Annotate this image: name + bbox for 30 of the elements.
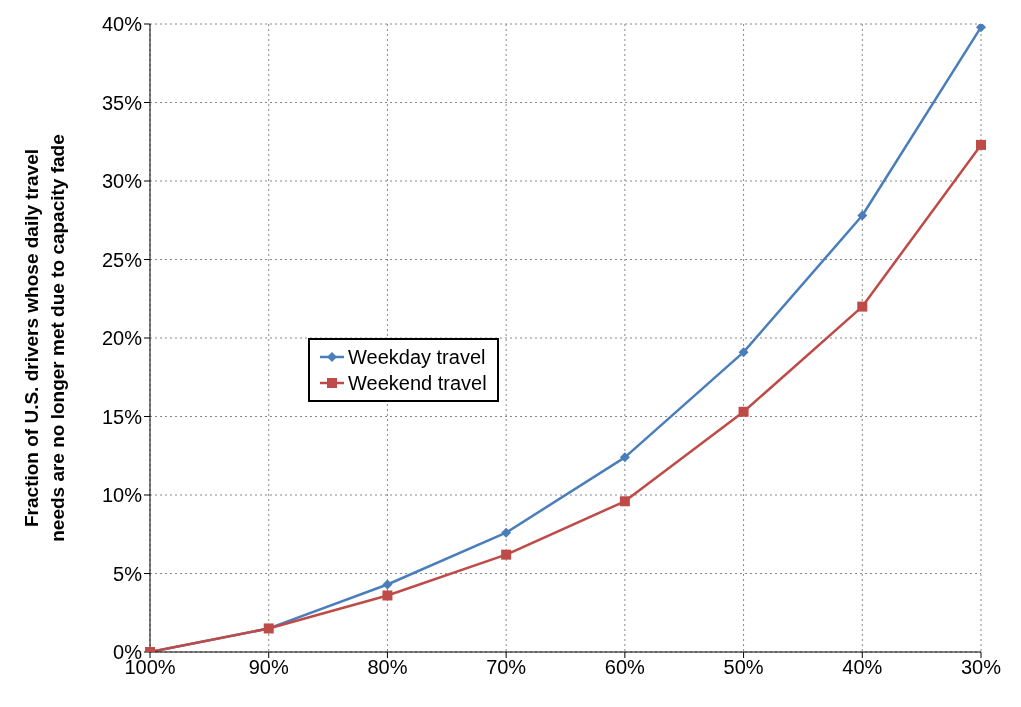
y-tick-label: 10% [101,484,143,507]
y-tick-label: 30% [101,170,143,193]
y-tick-label: 40% [101,13,143,36]
x-tick-label: 40% [842,656,883,679]
x-tick-label: 80% [367,656,408,679]
x-tick-label: 60% [604,656,646,679]
legend-label: Weekday travel [348,345,486,370]
y-tick-label: 35% [101,91,143,114]
point [857,210,868,221]
point [619,496,630,507]
y-tick-label: 20% [101,327,143,350]
point [501,527,512,538]
point [738,347,749,358]
x-tick-label: 90% [248,656,289,679]
x-tick-label: 70% [486,656,527,679]
y-tick-label: 25% [101,248,143,271]
point [738,406,749,417]
y-tick-label: 15% [101,405,143,428]
point [501,549,512,560]
point [976,24,986,33]
y-tick-label: 5% [113,562,143,585]
point [382,590,393,601]
x-tick-label: 30% [960,656,1002,679]
x-tick-label: 50% [723,656,764,679]
point [619,452,630,463]
point [382,579,393,590]
legend-label: Weekend travel [348,371,487,396]
point [857,301,868,312]
y-axis-title: Fraction of U.S. drivers whose daily travel needs are no longer met due to capacity fade [21,134,68,542]
point [976,139,986,150]
